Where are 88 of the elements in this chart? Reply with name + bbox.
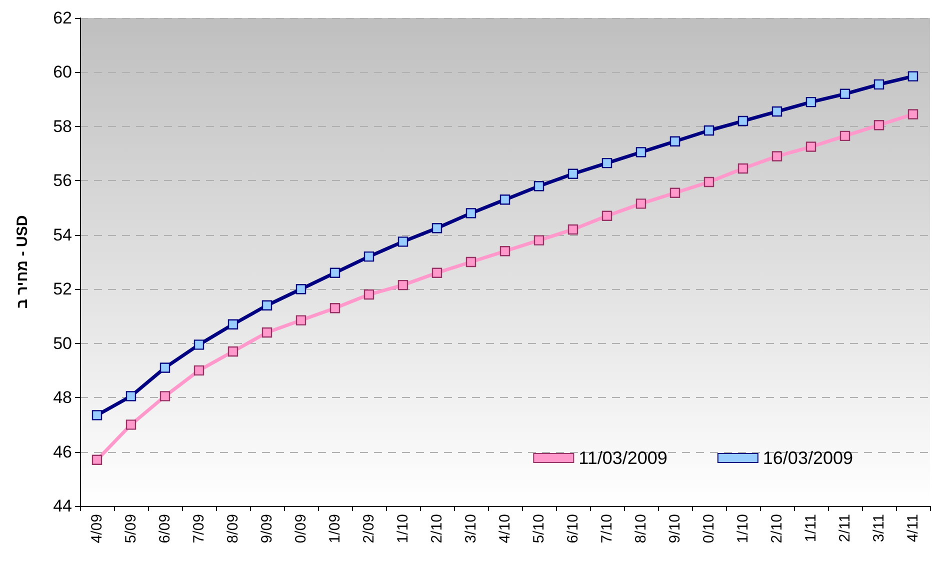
point bbox=[772, 151, 782, 162]
y-tick-label: 60 bbox=[53, 62, 72, 82]
point bbox=[330, 268, 340, 278]
x-tick-label: 5/10 bbox=[530, 514, 548, 544]
x-tick-label: 4/11 bbox=[904, 514, 922, 542]
x-tick-label: 2/10 bbox=[768, 514, 786, 544]
point bbox=[228, 346, 238, 357]
point bbox=[602, 158, 612, 168]
point bbox=[534, 235, 544, 246]
y-tick-label: 50 bbox=[53, 334, 72, 353]
point bbox=[738, 163, 748, 174]
point bbox=[602, 210, 612, 222]
x-tick-label: 1/11 bbox=[802, 514, 820, 542]
x-tick-label: 3/11 bbox=[870, 514, 888, 542]
point bbox=[568, 224, 578, 235]
point bbox=[908, 71, 918, 82]
y-tick-label: 54 bbox=[53, 225, 72, 244]
x-tick-label: 1/09 bbox=[326, 514, 344, 544]
point bbox=[670, 136, 680, 146]
point bbox=[160, 391, 170, 402]
x-tick-label: 2/11 bbox=[836, 514, 854, 542]
point bbox=[398, 280, 408, 290]
x-tick-label: 8/10 bbox=[632, 514, 650, 544]
x-tick-label: 9/10 bbox=[666, 514, 684, 544]
x-tick-label: 0/09 bbox=[292, 514, 310, 544]
legend-label: 16/03/2009 bbox=[762, 448, 854, 468]
point bbox=[194, 340, 204, 350]
x-tick-label: 5/09 bbox=[122, 514, 140, 544]
point bbox=[466, 208, 476, 218]
y-tick-label: 44 bbox=[53, 496, 72, 516]
point bbox=[194, 365, 204, 376]
point bbox=[398, 236, 408, 247]
point bbox=[738, 116, 748, 126]
x-tick-label: 7/10 bbox=[598, 514, 616, 544]
point bbox=[874, 79, 884, 90]
x-tick-label: 3/10 bbox=[462, 514, 480, 544]
point bbox=[500, 246, 510, 256]
point bbox=[228, 319, 238, 330]
point bbox=[364, 289, 374, 300]
point bbox=[92, 410, 102, 420]
y-tick-label: 58 bbox=[53, 116, 72, 136]
point bbox=[296, 284, 306, 294]
x-tick-label: 2/10 bbox=[428, 514, 446, 544]
point bbox=[874, 120, 884, 130]
x-tick-label: 4/09 bbox=[88, 514, 106, 544]
point bbox=[806, 142, 816, 152]
point bbox=[704, 125, 714, 136]
x-tick-label: 8/09 bbox=[224, 514, 242, 544]
x-tick-label: 9/09 bbox=[258, 514, 276, 544]
x-tick-label: 0/10 bbox=[700, 514, 718, 544]
point bbox=[772, 106, 782, 117]
point bbox=[126, 391, 136, 402]
point bbox=[840, 130, 850, 142]
y-tick-label: 56 bbox=[53, 171, 72, 190]
point bbox=[568, 168, 578, 179]
y-tick-label: 48 bbox=[53, 388, 72, 408]
point bbox=[636, 147, 646, 158]
x-tick-label: 1/10 bbox=[394, 514, 412, 544]
x-tick-label: 1/10 bbox=[734, 514, 752, 544]
point bbox=[466, 256, 476, 268]
x-tick-label: 2/09 bbox=[360, 514, 378, 544]
point bbox=[262, 300, 272, 310]
x-tick-label: 4/10 bbox=[496, 514, 514, 544]
point bbox=[92, 454, 102, 466]
x-tick-label: 6/10 bbox=[564, 514, 582, 544]
point bbox=[364, 251, 374, 262]
point bbox=[704, 176, 714, 188]
y-tick-label: 46 bbox=[53, 442, 72, 462]
legend-label: 11/03/2009 bbox=[578, 448, 668, 468]
y-tick-label: 52 bbox=[53, 280, 72, 299]
point bbox=[432, 223, 442, 234]
point bbox=[500, 194, 510, 205]
point bbox=[670, 188, 680, 198]
point bbox=[908, 109, 918, 120]
point bbox=[534, 180, 544, 192]
point bbox=[262, 327, 272, 338]
point bbox=[432, 268, 442, 278]
point bbox=[330, 302, 340, 314]
point bbox=[806, 96, 816, 108]
point bbox=[296, 315, 306, 326]
point bbox=[840, 88, 850, 100]
point bbox=[126, 420, 136, 430]
point bbox=[636, 198, 646, 209]
x-tick-label: 7/09 bbox=[190, 514, 208, 544]
point bbox=[160, 362, 170, 373]
x-tick-label: 6/09 bbox=[156, 514, 174, 544]
y-tick-label: 62 bbox=[53, 8, 72, 28]
y-axis-title: מחיר ב - USD bbox=[14, 215, 31, 309]
